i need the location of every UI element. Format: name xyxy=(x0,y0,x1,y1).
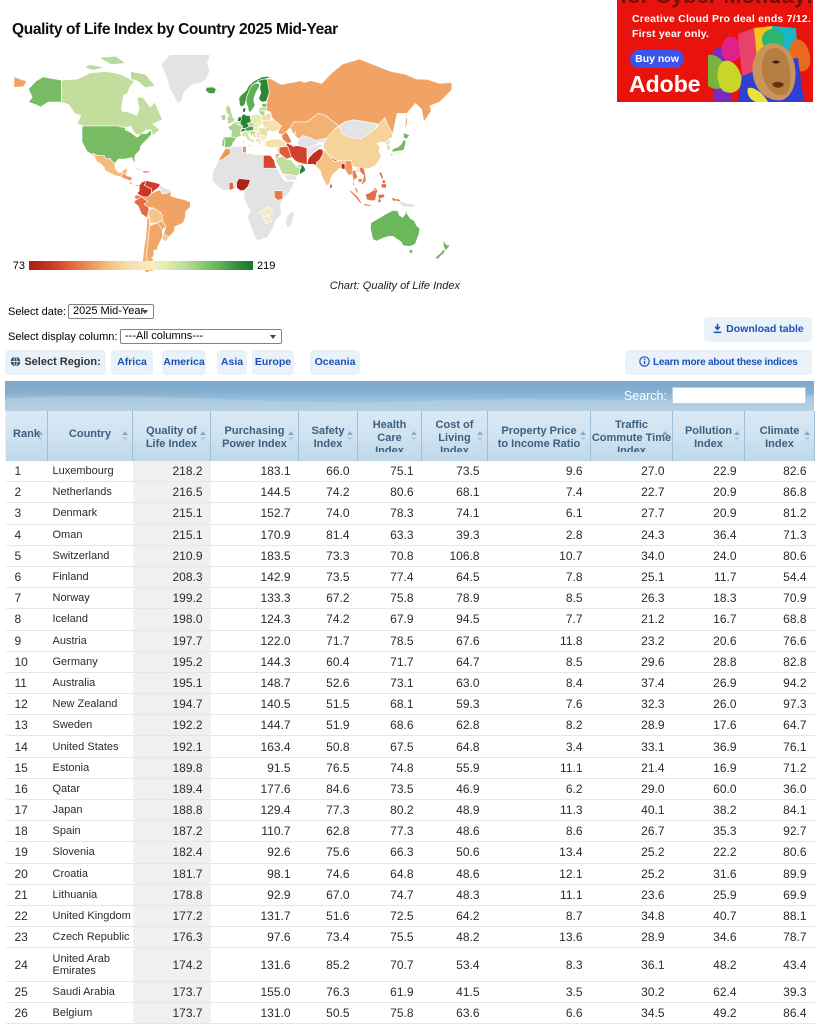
svg-text:73: 73 xyxy=(13,260,25,272)
svg-text:219: 219 xyxy=(257,260,275,272)
